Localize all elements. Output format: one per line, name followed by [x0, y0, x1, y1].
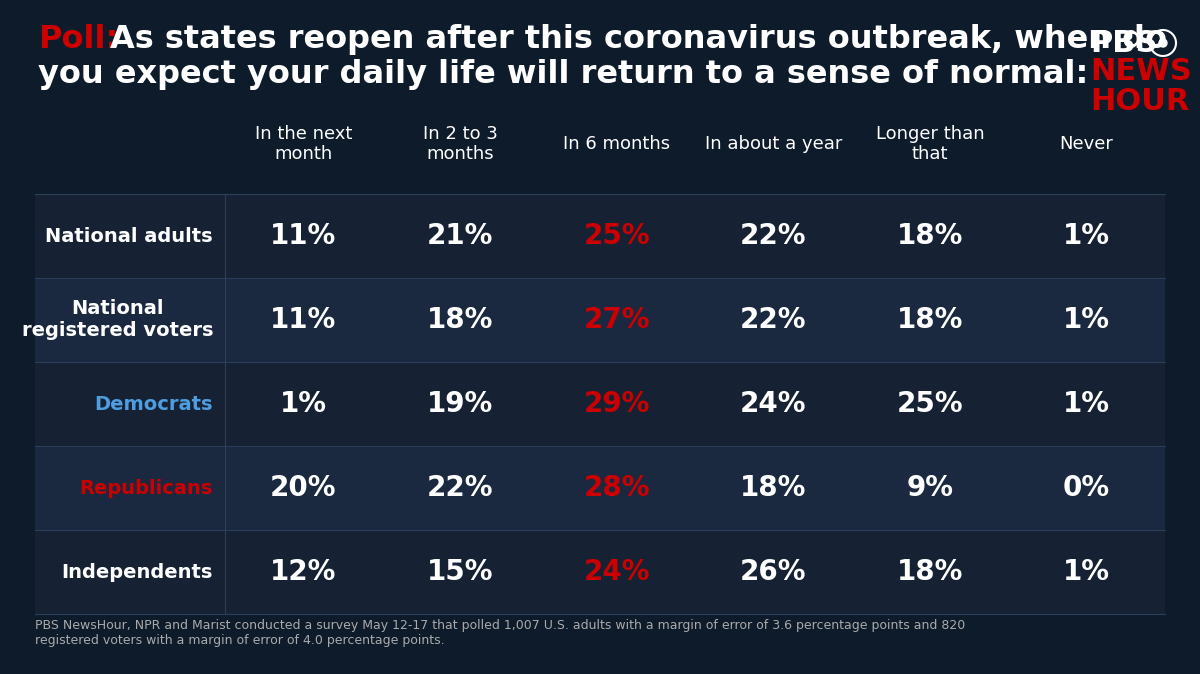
Text: 28%: 28%	[583, 474, 650, 502]
Text: Longer than
that: Longer than that	[876, 125, 984, 163]
Text: 22%: 22%	[740, 222, 806, 250]
Text: 1%: 1%	[1063, 390, 1110, 418]
Text: 9%: 9%	[906, 474, 954, 502]
Text: In 6 months: In 6 months	[563, 135, 671, 153]
Text: 1%: 1%	[1063, 222, 1110, 250]
Text: National adults: National adults	[46, 226, 214, 245]
Text: 21%: 21%	[427, 222, 493, 250]
Text: Independents: Independents	[61, 563, 214, 582]
Text: Poll:: Poll:	[38, 24, 119, 55]
Text: NEWS: NEWS	[1090, 57, 1192, 86]
Bar	[35, 446, 1165, 530]
Text: 29%: 29%	[583, 390, 650, 418]
Text: 18%: 18%	[740, 474, 806, 502]
Text: 18%: 18%	[896, 558, 964, 586]
Text: National
registered voters: National registered voters	[22, 299, 214, 340]
Text: Democrats: Democrats	[95, 394, 214, 414]
Text: 25%: 25%	[583, 222, 650, 250]
Text: 24%: 24%	[740, 390, 806, 418]
Text: In the next
month: In the next month	[254, 125, 352, 163]
Text: 24%: 24%	[583, 558, 650, 586]
Text: In 2 to 3
months: In 2 to 3 months	[422, 125, 498, 163]
Bar	[35, 530, 1165, 614]
Text: you expect your daily life will return to a sense of normal:: you expect your daily life will return t…	[38, 59, 1088, 90]
Text: 11%: 11%	[270, 222, 336, 250]
Text: 1%: 1%	[280, 390, 326, 418]
Text: 18%: 18%	[427, 306, 493, 334]
Text: 26%: 26%	[740, 558, 806, 586]
Text: PBS: PBS	[1090, 29, 1157, 58]
Text: 12%: 12%	[270, 558, 336, 586]
Text: 19%: 19%	[427, 390, 493, 418]
Text: Republicans: Republicans	[79, 479, 214, 497]
Text: 25%: 25%	[896, 390, 964, 418]
Text: 18%: 18%	[896, 222, 964, 250]
Text: 1%: 1%	[1063, 306, 1110, 334]
Text: 20%: 20%	[270, 474, 336, 502]
Text: 18%: 18%	[896, 306, 964, 334]
Text: PBS NewsHour, NPR and Marist conducted a survey May 12-17 that polled 1,007 U.S.: PBS NewsHour, NPR and Marist conducted a…	[35, 619, 965, 647]
Bar	[35, 278, 1165, 362]
Text: 27%: 27%	[583, 306, 650, 334]
Bar	[35, 194, 1165, 278]
Bar	[35, 362, 1165, 446]
Text: 22%: 22%	[427, 474, 493, 502]
Text: As states reopen after this coronavirus outbreak, when do: As states reopen after this coronavirus …	[110, 24, 1166, 55]
Text: 1%: 1%	[1063, 558, 1110, 586]
Text: 15%: 15%	[427, 558, 493, 586]
Text: 22%: 22%	[740, 306, 806, 334]
Circle shape	[1159, 39, 1166, 47]
Text: HOUR: HOUR	[1090, 87, 1189, 116]
Text: In about a year: In about a year	[704, 135, 842, 153]
Text: 11%: 11%	[270, 306, 336, 334]
Text: 0%: 0%	[1063, 474, 1110, 502]
Text: Never: Never	[1060, 135, 1114, 153]
